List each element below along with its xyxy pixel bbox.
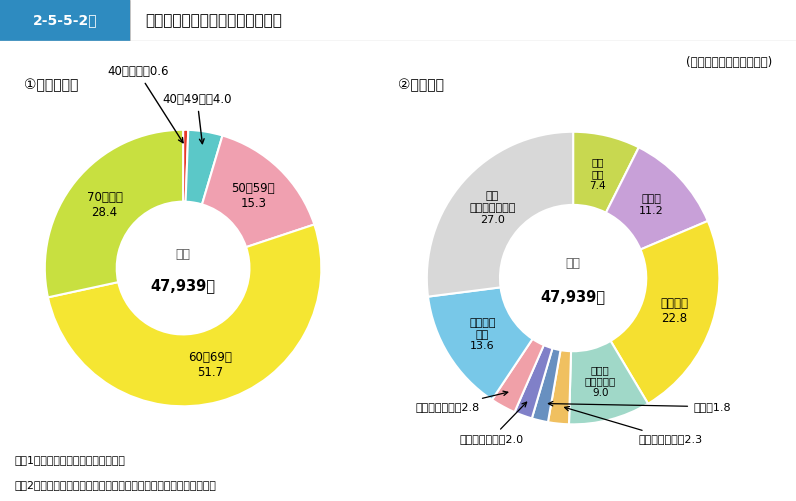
Wedge shape — [548, 350, 571, 424]
Wedge shape — [492, 339, 544, 412]
Text: 47,939人: 47,939人 — [540, 290, 606, 305]
Text: 教員　1.8: 教員 1.8 — [548, 401, 731, 412]
Text: 70歳以上
28.4: 70歳以上 28.4 — [87, 191, 123, 218]
Text: ①　年齢層別: ① 年齢層別 — [24, 79, 78, 93]
Text: 製造・加工業　2.3: 製造・加工業 2.3 — [564, 406, 703, 444]
Text: 商業・
サービス業
9.0: 商業・ サービス業 9.0 — [585, 365, 616, 398]
Wedge shape — [428, 288, 533, 400]
Bar — [0, 0, 130, 41]
Text: 農林
漁業
7.4: 農林 漁業 7.4 — [589, 157, 606, 191]
Text: 2-5-5-2図: 2-5-5-2図 — [33, 14, 97, 28]
Text: その他の
職業
13.6: その他の 職業 13.6 — [470, 318, 496, 351]
Wedge shape — [427, 132, 573, 297]
Text: 60～69歳
51.7: 60～69歳 51.7 — [188, 351, 232, 379]
Wedge shape — [514, 345, 552, 418]
Text: 無職
（主婦を含む）
27.0: 無職 （主婦を含む） 27.0 — [470, 191, 516, 224]
Text: 総数: 総数 — [176, 247, 190, 261]
Text: 40～49歳　4.0: 40～49歳 4.0 — [162, 93, 232, 144]
Wedge shape — [183, 130, 189, 202]
Wedge shape — [573, 132, 638, 213]
Text: 社会福祉事業　2.8: 社会福祉事業 2.8 — [416, 391, 508, 412]
Wedge shape — [569, 341, 648, 424]
Text: 注　1　法務省保護局の資料による。: 注 1 法務省保護局の資料による。 — [14, 454, 125, 464]
Text: (平成２８年１月１日現在): (平成２８年１月１日現在) — [686, 57, 772, 69]
Text: 土木・建設業　2.0: 土木・建設業 2.0 — [459, 402, 527, 444]
Text: 宗教家
11.2: 宗教家 11.2 — [638, 194, 663, 216]
Wedge shape — [606, 147, 708, 249]
Wedge shape — [185, 130, 223, 204]
Text: 2　「その他の職業」は，貸家・アパート経営，医師等である。: 2 「その他の職業」は，貸家・アパート経営，医師等である。 — [14, 480, 217, 490]
Wedge shape — [532, 348, 560, 422]
Text: 会社員等
22.8: 会社員等 22.8 — [661, 297, 689, 325]
Wedge shape — [45, 130, 183, 298]
Text: 総数: 総数 — [566, 257, 580, 270]
Text: ②　職業別: ② 職業別 — [398, 79, 444, 93]
Text: 47,939人: 47,939人 — [150, 279, 216, 294]
Text: 50～59歳
15.3: 50～59歳 15.3 — [232, 181, 275, 209]
Wedge shape — [202, 135, 314, 247]
Wedge shape — [611, 221, 720, 404]
Text: 40歳未満　0.6: 40歳未満 0.6 — [107, 65, 183, 143]
Wedge shape — [48, 224, 322, 406]
Text: 保護司の年齢層別・職業別構成比: 保護司の年齢層別・職業別構成比 — [145, 13, 282, 28]
